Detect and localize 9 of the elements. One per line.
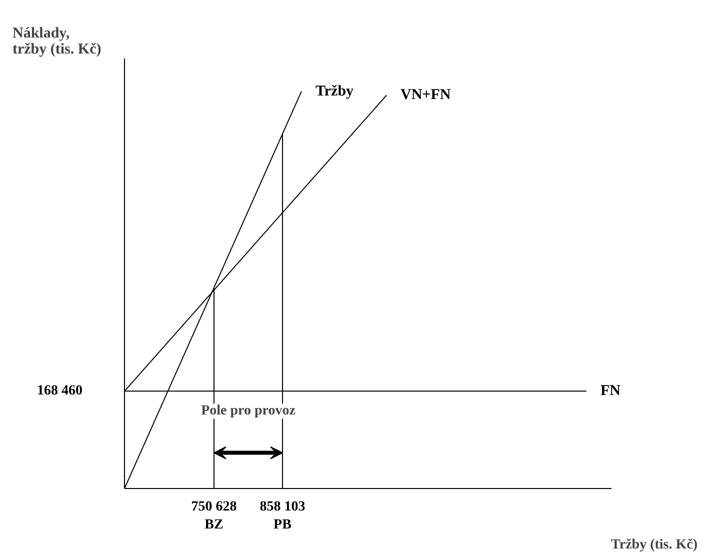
x-tick-label: 750 628 BZ — [191, 500, 237, 532]
x-axis-title: Tržby (tis. Kč) — [611, 538, 698, 552]
series-label: Tržby — [315, 83, 354, 100]
series-label: VN+FN — [400, 87, 451, 104]
x-tick-label: 858 103 PB — [260, 500, 306, 532]
y-axis-title: Náklady, tržby (tis. Kč) — [12, 26, 102, 58]
annotation: Pole pro provoz — [201, 404, 296, 419]
text: 168 460 — [37, 384, 82, 399]
series-label: FN — [600, 383, 621, 400]
